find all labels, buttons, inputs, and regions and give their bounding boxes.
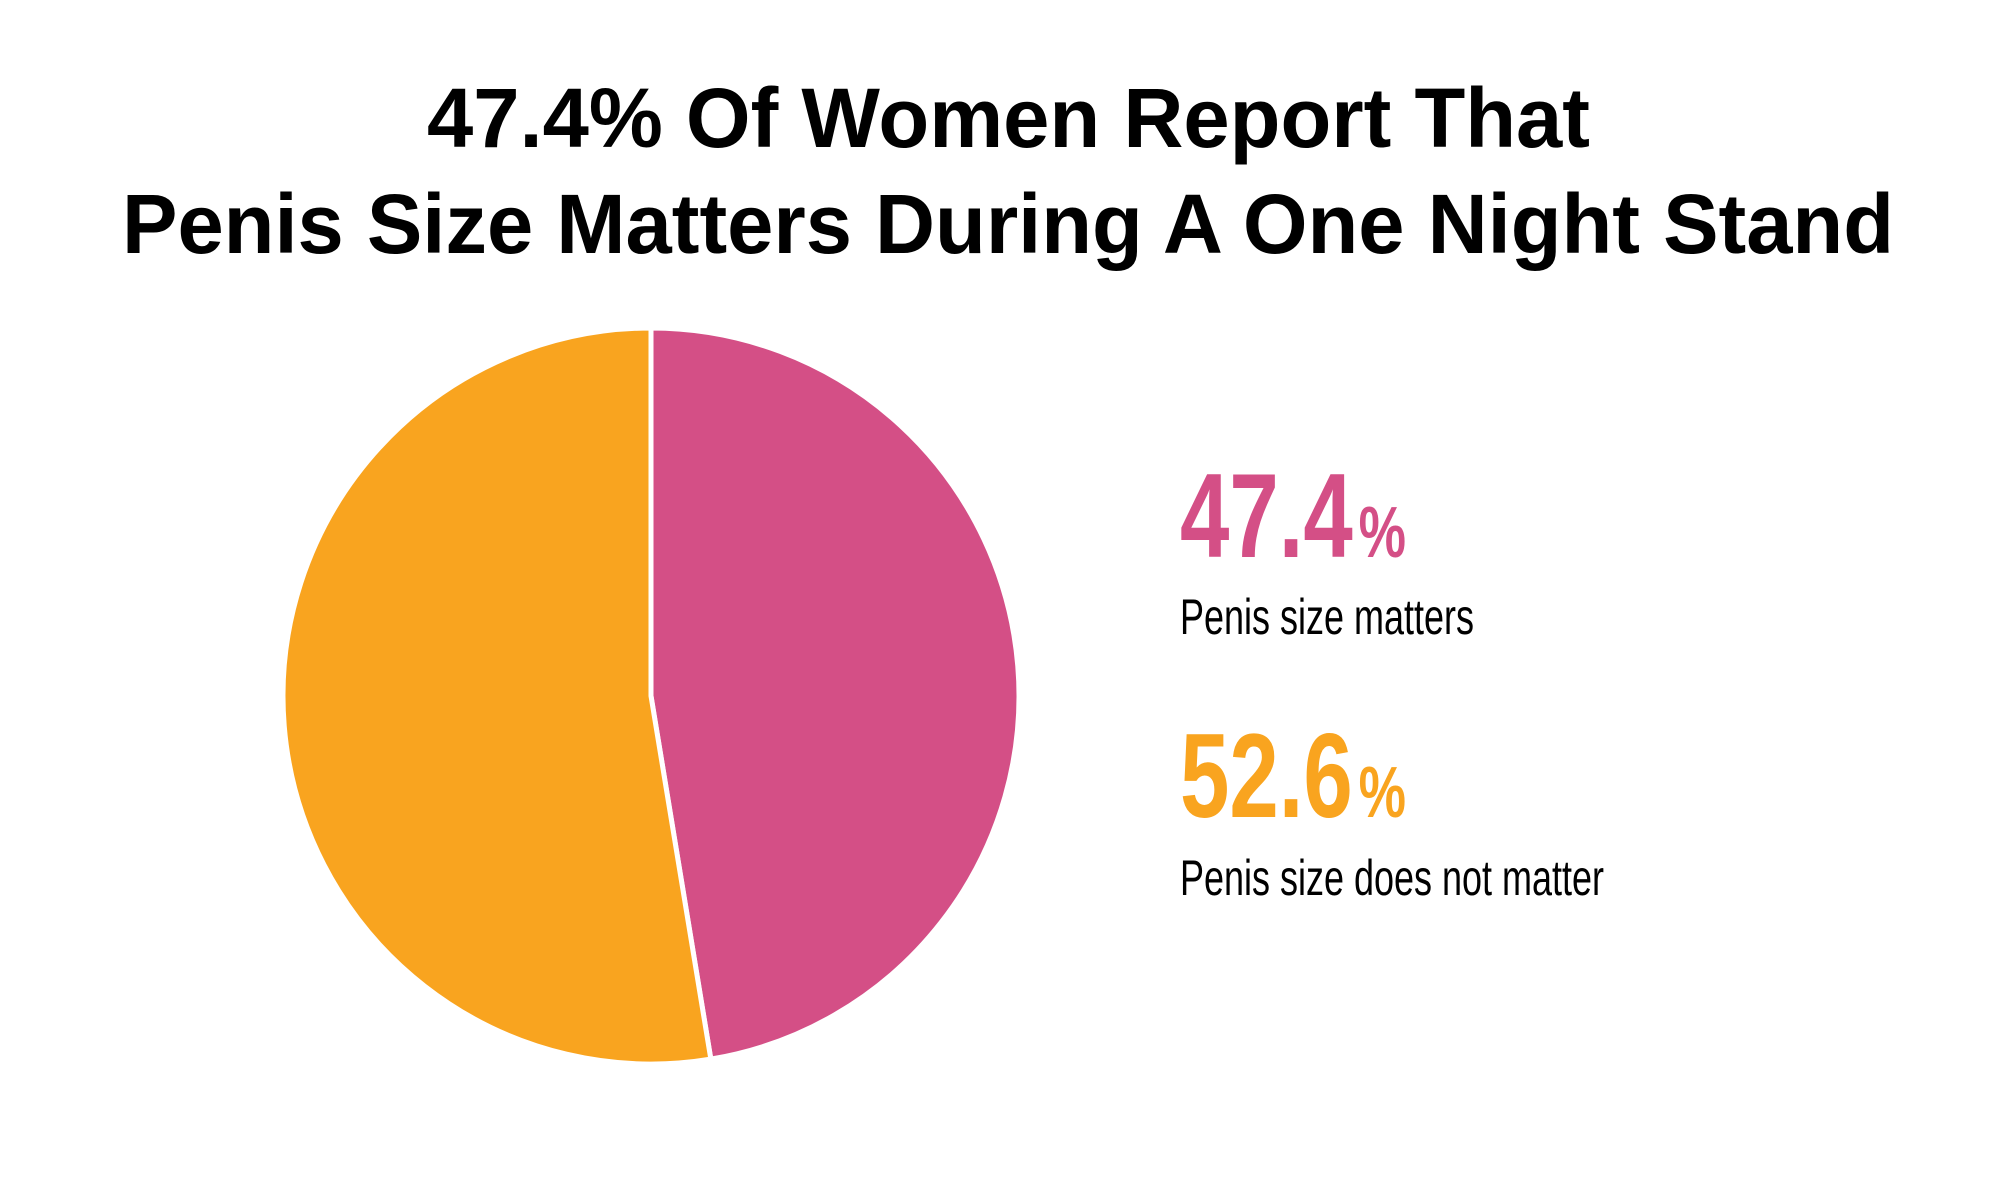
legend-label-does-not-matter: Penis size does not matter bbox=[1180, 850, 1604, 906]
legend-item-matters: 47.4% Penis size matters bbox=[1180, 449, 1474, 645]
legend-percent-matters: % bbox=[1359, 493, 1406, 573]
pie-slice-does-not-matter bbox=[280, 325, 714, 1067]
legend-value-line-matters: 47.4% bbox=[1180, 449, 1406, 583]
legend-value-does-not-matter: 52.6 bbox=[1180, 709, 1353, 843]
chart-title-line-1: 47.4% Of Women Report That bbox=[427, 71, 1590, 165]
legend-percent-does-not-matter: % bbox=[1359, 753, 1406, 833]
legend-value-matters: 47.4 bbox=[1180, 449, 1353, 583]
legend-label-matters: Penis size matters bbox=[1180, 589, 1474, 645]
legend-item-does-not-matter: 52.6% Penis size does not matter bbox=[1180, 709, 1604, 906]
legend-value-line-does-not-matter: 52.6% bbox=[1180, 709, 1406, 843]
pie-slice-matters bbox=[648, 325, 1022, 1062]
chart-title-line-2: Penis Size Matters During A One Night St… bbox=[122, 177, 1894, 271]
